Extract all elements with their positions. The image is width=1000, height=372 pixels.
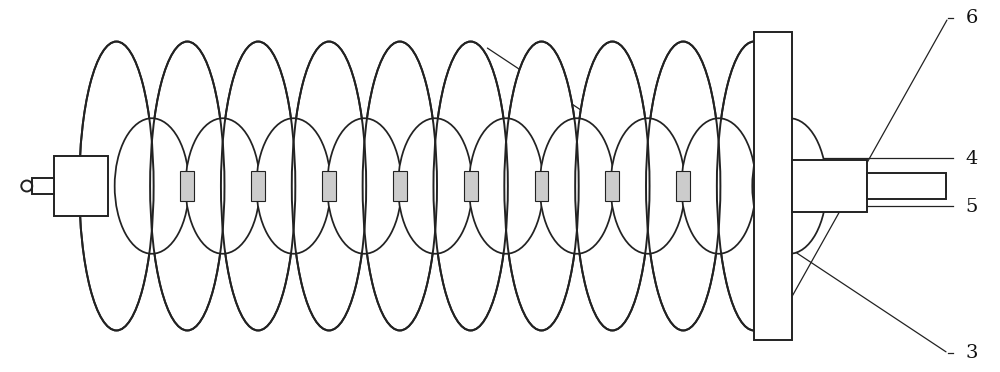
Ellipse shape [398,118,472,254]
Ellipse shape [504,42,579,330]
Ellipse shape [575,42,650,330]
Ellipse shape [717,42,791,330]
Bar [867,173,946,199]
Ellipse shape [115,118,189,254]
Text: 6: 6 [965,9,978,27]
Bar [535,171,548,201]
Bar [32,178,54,194]
Bar [251,171,265,201]
Bar [676,171,690,201]
Bar [754,32,792,340]
Ellipse shape [646,42,720,330]
Ellipse shape [256,118,331,254]
Ellipse shape [611,118,685,254]
Ellipse shape [327,118,402,254]
Bar [322,171,336,201]
Ellipse shape [540,118,614,254]
Text: 3: 3 [965,344,978,362]
Text: 4: 4 [965,150,978,168]
Bar [180,171,194,201]
Ellipse shape [221,42,295,330]
Ellipse shape [292,42,366,330]
Ellipse shape [363,42,437,330]
Ellipse shape [681,118,756,254]
Ellipse shape [433,42,508,330]
Ellipse shape [150,42,224,330]
Bar [54,156,108,216]
Bar [393,171,407,201]
Bar [32,180,946,192]
Bar [792,160,867,212]
Bar [464,171,478,201]
Bar [605,171,619,201]
Ellipse shape [752,118,827,254]
Ellipse shape [469,118,543,254]
Ellipse shape [186,118,260,254]
Text: 5: 5 [965,198,978,216]
Ellipse shape [79,42,154,330]
